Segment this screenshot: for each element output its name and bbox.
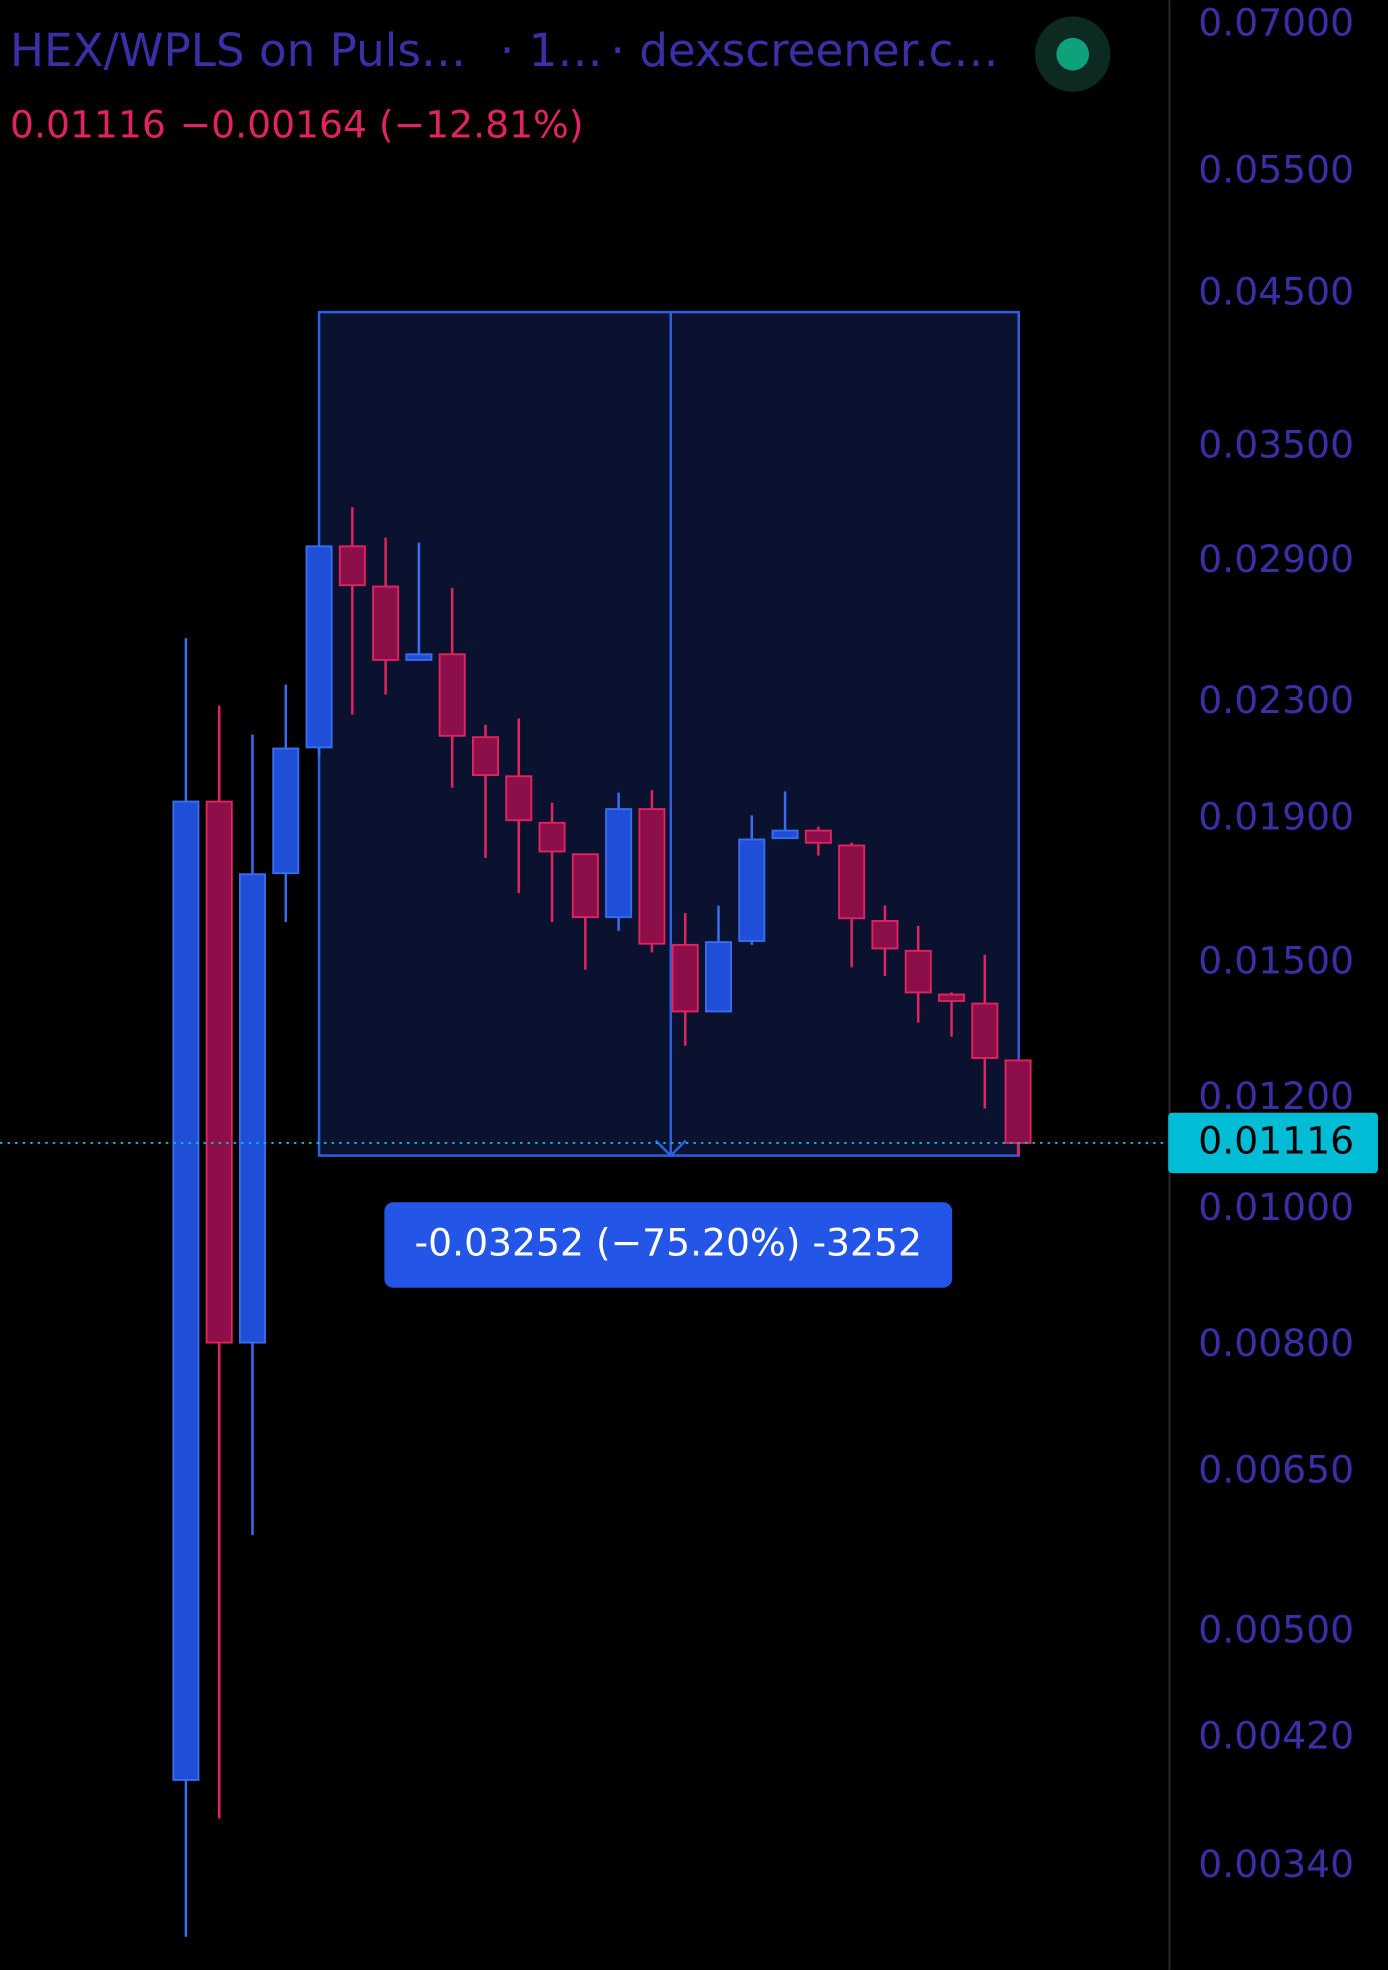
candle-body: [937, 993, 966, 1002]
y-tick-label: 0.00420: [1198, 1713, 1354, 1757]
current-price-tag: [1168, 1112, 1378, 1174]
candle-body: [838, 844, 866, 920]
candle-body: [971, 1002, 999, 1059]
candle-body: [704, 941, 732, 1013]
measure-box: [317, 310, 1020, 1157]
candles: [172, 507, 1032, 1937]
current-price-label: 0.01116: [1198, 1118, 1354, 1162]
price-change: −0.00164 (−12.81%): [180, 103, 584, 147]
candle-body: [471, 736, 499, 776]
interval: · 1…: [500, 24, 603, 77]
y-tick-label: 0.00340: [1198, 1842, 1354, 1886]
candle-body: [771, 829, 799, 840]
candle-body: [238, 873, 266, 1344]
y-tick-label: 0.03500: [1198, 422, 1354, 466]
measure-label: -0.03252 (−75.20%) -3252: [415, 1221, 922, 1265]
candle-body: [205, 800, 233, 1344]
pair-title: HEX/WPLS on Puls…: [10, 24, 466, 77]
y-tick-label: 0.02900: [1198, 537, 1354, 581]
candle-body: [738, 838, 766, 942]
y-tick-label: 0.05500: [1198, 147, 1354, 191]
y-tick-label: 0.07000: [1198, 0, 1354, 44]
y-tick-label: 0.04500: [1198, 269, 1354, 313]
y-tick-label: 0.01900: [1198, 794, 1354, 838]
candle-body: [438, 653, 466, 737]
candle-body: [638, 808, 666, 945]
y-tick-label: 0.01200: [1198, 1074, 1354, 1118]
y-tick-label: 0.01500: [1198, 938, 1354, 982]
status-dot: [1056, 37, 1090, 71]
measure-arrow-head: [654, 1139, 687, 1158]
candle-body: [538, 821, 566, 853]
y-tick-label: 0.02300: [1198, 678, 1354, 722]
candle-body: [305, 545, 333, 749]
measure-layer: [317, 310, 1020, 1158]
candle-body: [605, 808, 633, 919]
candle-body: [405, 653, 433, 661]
y-tick-label: 0.01000: [1198, 1185, 1354, 1229]
y-axis: 0.07000 0.05500 0.04500 0.03500 0.02900 0.023…: [0, 0, 1378, 1886]
candle-body: [904, 949, 932, 994]
y-tick-label: 0.00650: [1198, 1448, 1354, 1492]
candle-body: [571, 853, 599, 919]
source: · dexscreener.c…: [610, 24, 998, 77]
last-price: 0.01116: [10, 103, 166, 147]
candle-body: [372, 585, 400, 661]
y-tick-label: 0.00800: [1198, 1321, 1354, 1365]
candle-body: [338, 545, 366, 587]
y-tick-label: 0.00500: [1198, 1607, 1354, 1651]
candle-body: [272, 747, 300, 875]
candle-body: [804, 829, 832, 844]
measure-label-bg: [384, 1202, 953, 1288]
candle-body: [1004, 1059, 1032, 1144]
candle-body: [871, 919, 899, 950]
candle-body: [505, 775, 533, 822]
candle-body: [172, 800, 200, 1781]
candle-body: [671, 943, 699, 1013]
